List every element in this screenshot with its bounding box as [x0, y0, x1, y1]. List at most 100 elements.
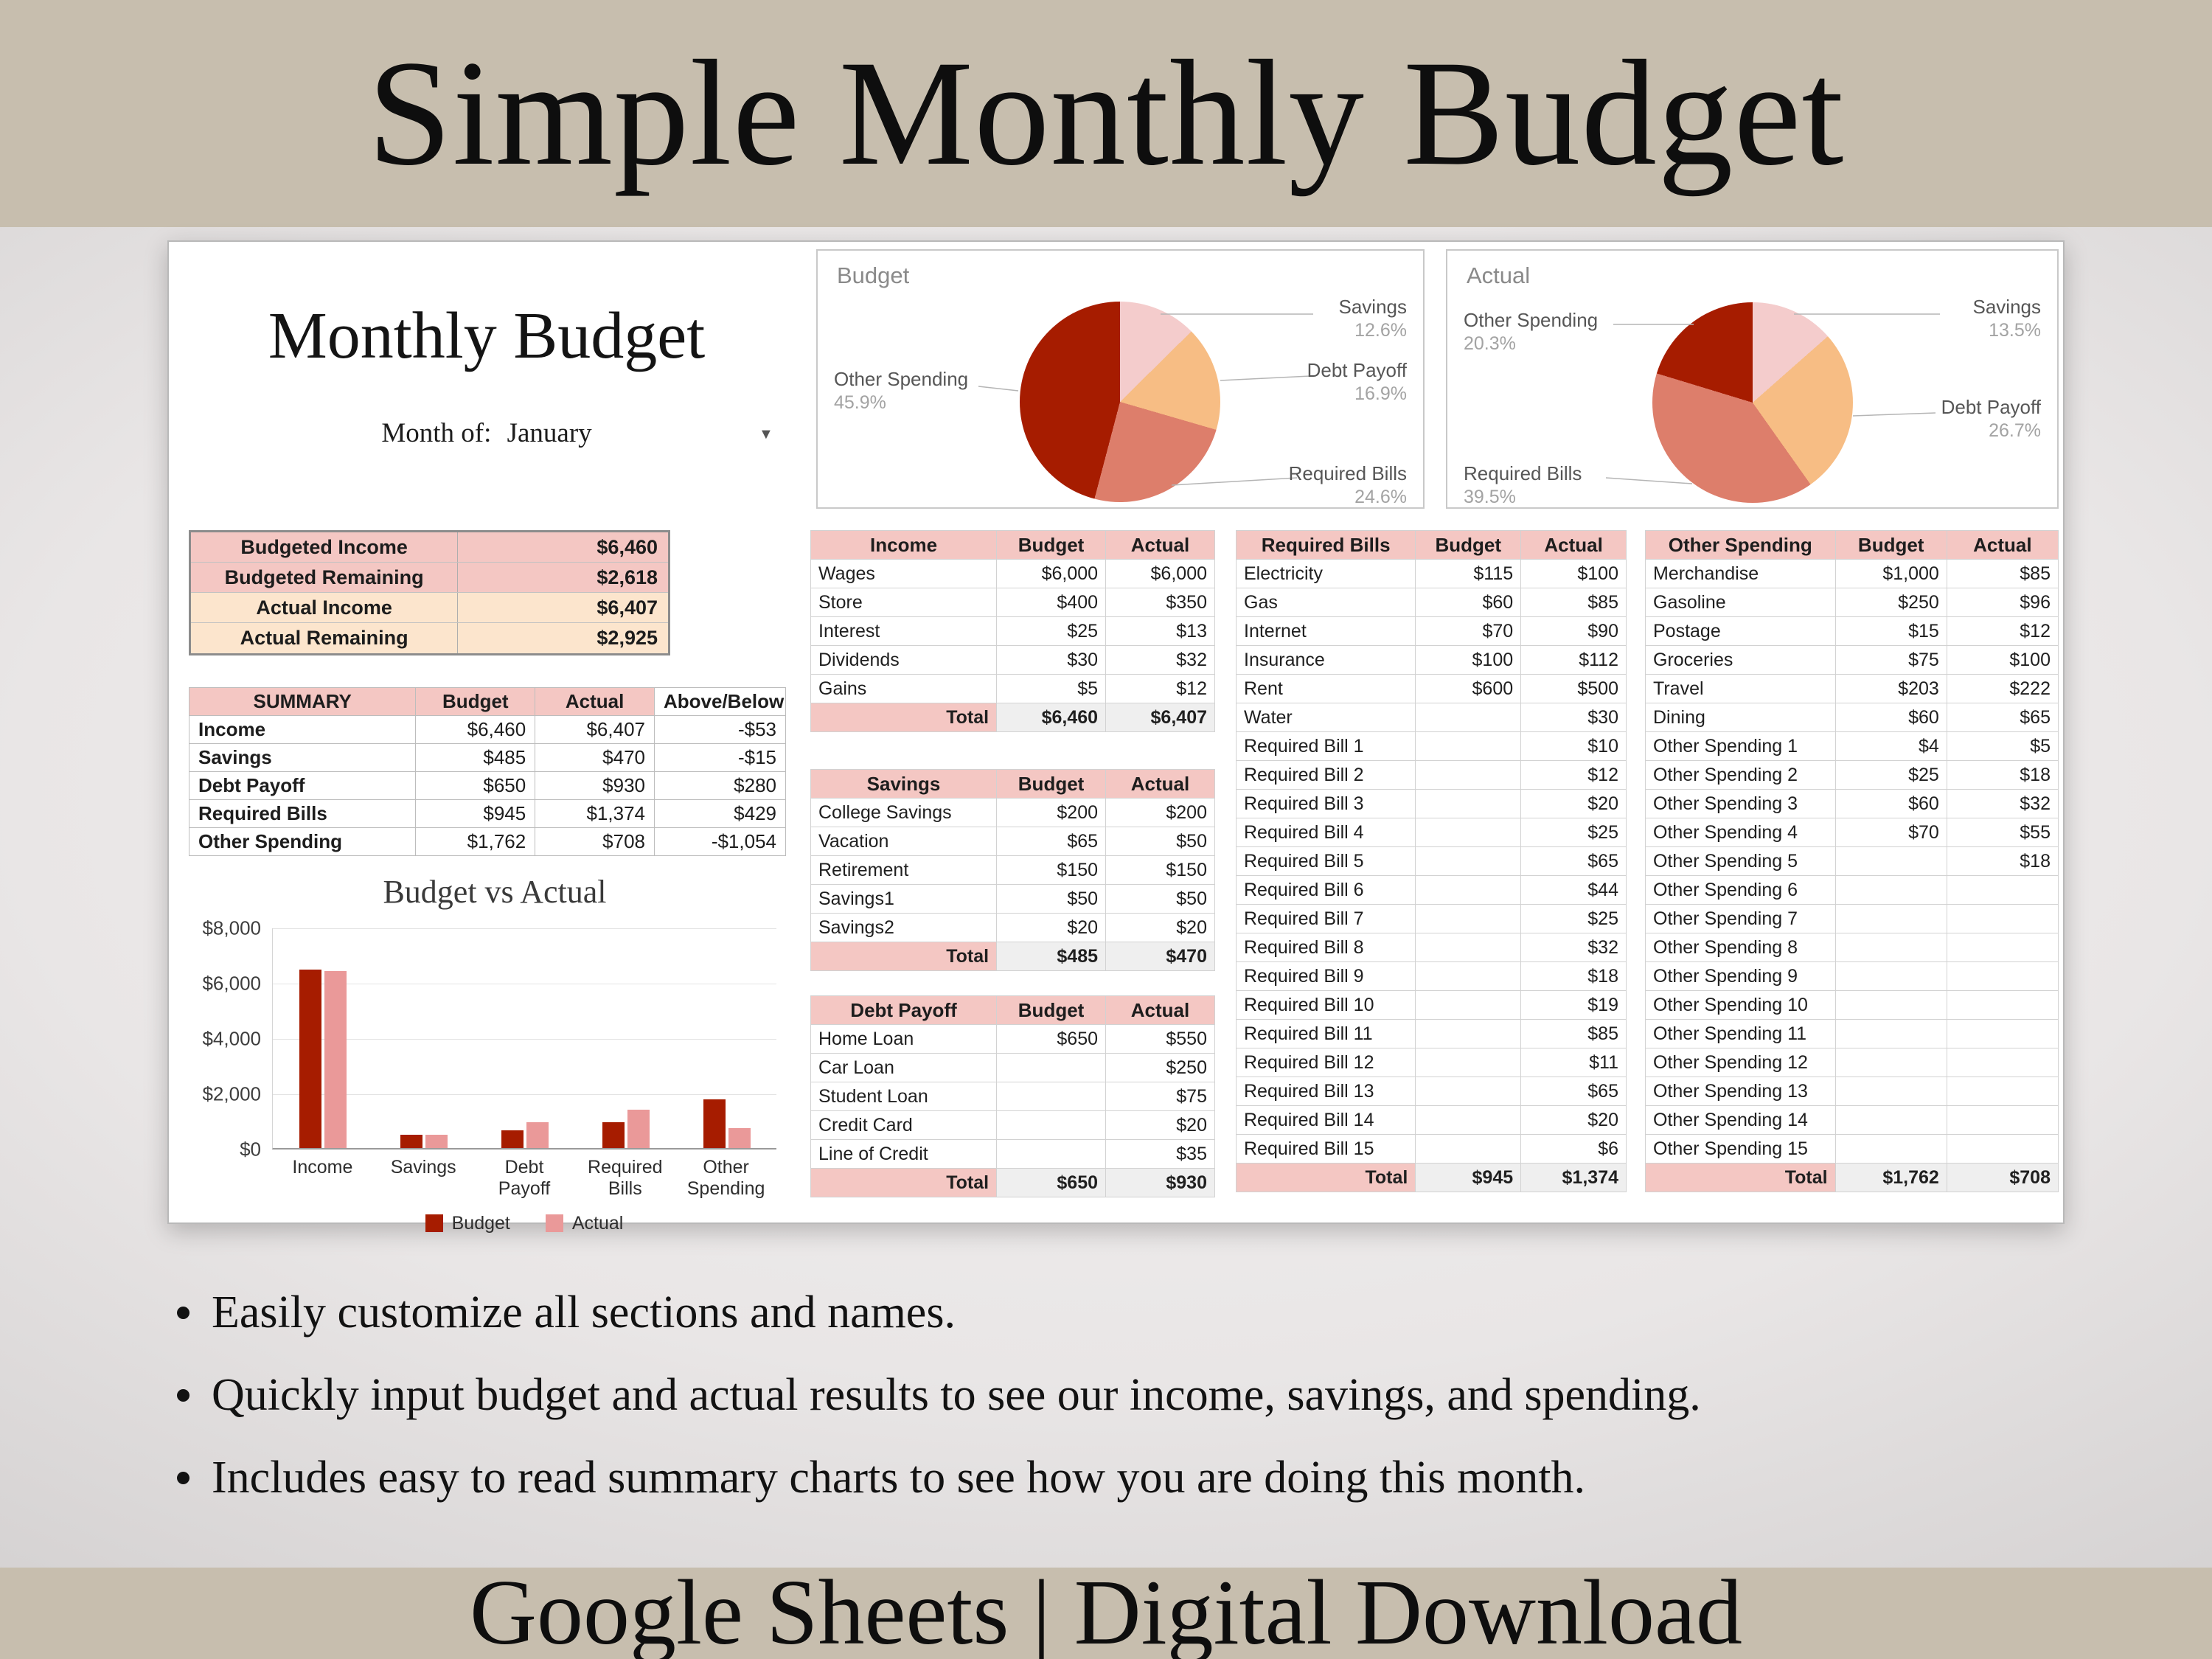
summary-cell: $429 [654, 799, 786, 828]
table-row: Postage $15 $12 [1645, 616, 2059, 646]
summary-cell: $1,374 [535, 799, 655, 828]
table-cell: $15 [1834, 616, 1947, 646]
pie-slice-name: Required Bills [1464, 462, 1582, 484]
table-cell [1946, 904, 2059, 933]
overview-label: Budgeted Remaining [191, 563, 459, 592]
table-cell [1834, 846, 1947, 876]
legend-item: Actual [545, 1213, 623, 1234]
table-cell [1415, 703, 1522, 732]
chevron-down-icon[interactable]: ▼ [759, 426, 773, 442]
table-cell: $6,000 [996, 559, 1107, 588]
table-cell: $20 [1520, 789, 1627, 818]
table-cell: Required Bill 4 [1235, 818, 1416, 847]
overview-box: Budgeted Income $6,460 Budgeted Remaining $… [189, 530, 670, 655]
x-axis-label: Other Spending [686, 1157, 765, 1199]
table-header-row: Savings Budget Actual [810, 769, 1215, 799]
table-cell: $11 [1520, 1048, 1627, 1077]
actual-pie [1652, 302, 1853, 503]
other-spending-table: Other Spending Budget Actual Merchandise $1,… [1645, 530, 2059, 1192]
table-cell: Travel [1645, 674, 1836, 703]
table-cell: $75 [1105, 1082, 1215, 1111]
table-cell: $50 [1105, 884, 1215, 914]
table-row: Other Spending 8 [1645, 933, 2059, 962]
table-cell: Other Spending 2 [1645, 760, 1836, 790]
table-cell: Other Spending 4 [1645, 818, 1836, 847]
table-header-cell: Budget [996, 769, 1107, 799]
table-row: Required Bill 6 $44 [1235, 875, 1627, 905]
table-total-row: Total $6,460 $6,407 [810, 703, 1215, 732]
table-cell: Car Loan [810, 1053, 998, 1082]
table-cell: $250 [1834, 588, 1947, 617]
table-cell: Gasoline [1645, 588, 1836, 617]
table-cell [1946, 1048, 2059, 1077]
table-total-row: Total $945 $1,374 [1235, 1163, 1627, 1192]
summary-header-cell: Above/Below [654, 687, 786, 716]
summary-table-body: SUMMARY Budget Actual Above/Below Income $6,4… [188, 687, 786, 856]
table-row: Required Bill 5 $65 [1235, 846, 1627, 876]
table-cell [996, 1053, 1107, 1082]
table-row: Dividends $30 $32 [810, 645, 1215, 675]
summary-row: Debt Payoff $650 $930 $280 [188, 771, 786, 800]
table-cell: Other Spending 7 [1645, 904, 1836, 933]
table-cell: Required Bill 13 [1235, 1077, 1416, 1106]
table-cell: $100 [1415, 645, 1522, 675]
month-value[interactable]: January [507, 418, 592, 448]
table-cell: Other Spending 3 [1645, 789, 1836, 818]
table-cell: $222 [1946, 674, 2059, 703]
month-selector[interactable]: Month of: January [169, 417, 804, 449]
month-of-label: Month of: [381, 418, 492, 448]
table-cell: Store [810, 588, 998, 617]
table-cell: $25 [1834, 760, 1947, 790]
table-cell: $35 [1105, 1139, 1215, 1169]
table-row: Interest $25 $13 [810, 616, 1215, 646]
table-row: Retirement $150 $150 [810, 855, 1215, 885]
summary-row: Income $6,460 $6,407 -$53 [188, 715, 786, 744]
overview-row: Budgeted Income $6,460 [191, 532, 668, 563]
table-header-cell: Budget [996, 995, 1107, 1025]
table-cell: $65 [996, 827, 1107, 856]
table-row: Required Bill 15 $6 [1235, 1134, 1627, 1164]
table-total-cell: Total [810, 942, 998, 971]
summary-cell: $930 [535, 771, 655, 800]
summary-cell: $470 [535, 743, 655, 772]
table-row: Gains $5 $12 [810, 674, 1215, 703]
table-cell: College Savings [810, 798, 998, 827]
table-cell: Line of Credit [810, 1139, 998, 1169]
table-total-row: Total $1,762 $708 [1645, 1163, 2059, 1192]
table-cell: Other Spending 1 [1645, 731, 1836, 761]
table-cell: $96 [1946, 588, 2059, 617]
table-cell: Other Spending 6 [1645, 875, 1836, 905]
legend-swatch [425, 1214, 443, 1232]
pie-label-savings: Savings 13.5% [1973, 295, 2042, 342]
table-total-cell: Total [810, 703, 998, 732]
summary-header-cell: Actual [535, 687, 655, 716]
table-cell: $13 [1105, 616, 1215, 646]
bar-chart-title: Budget vs Actual [383, 874, 607, 910]
table-cell: $70 [1415, 616, 1522, 646]
table-row: Required Bill 14 $20 [1235, 1105, 1627, 1135]
table-cell: $10 [1520, 731, 1627, 761]
table-cell: $100 [1946, 645, 2059, 675]
table-header-row: Required Bills Budget Actual [1235, 530, 1627, 560]
table-cell [1946, 933, 2059, 962]
summary-cell: $945 [415, 799, 536, 828]
pie-slice-pct: 13.5% [1989, 319, 2041, 341]
table-header-cell: Budget [1415, 530, 1522, 560]
table-cell: $20 [1105, 913, 1215, 942]
table-row: Other Spending 14 [1645, 1105, 2059, 1135]
pie-slice-pct: 24.6% [1354, 486, 1407, 507]
legend-item: Budget [425, 1213, 510, 1234]
bar-actual [526, 1122, 549, 1148]
table-cell: Required Bill 6 [1235, 875, 1416, 905]
summary-cell: -$53 [654, 715, 786, 744]
bar-budget [501, 1130, 524, 1148]
table-cell: $60 [1415, 588, 1522, 617]
table-cell [1946, 1019, 2059, 1048]
table-header-cell: Savings [810, 769, 998, 799]
table-cell: $500 [1520, 674, 1627, 703]
summary-cell: $6,460 [415, 715, 536, 744]
table-cell: Required Bill 12 [1235, 1048, 1416, 1077]
table-cell [1415, 933, 1522, 962]
table-total-cell: $6,460 [996, 703, 1107, 732]
